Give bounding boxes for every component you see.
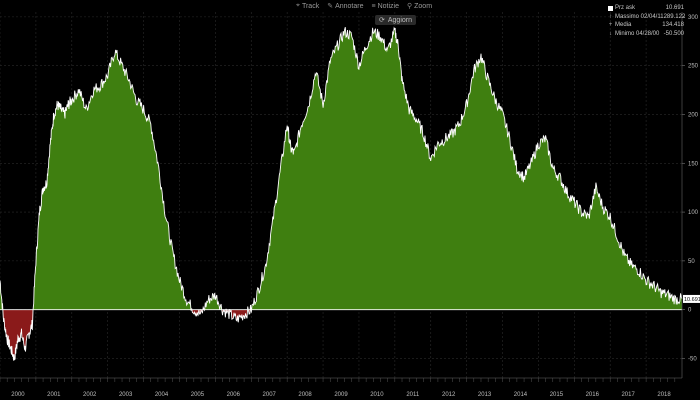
legend-box: Prz ask 10.691 ↑ Massimo 02/04/11 289.122… [608, 4, 686, 38]
x-tick-label: 2017 [621, 392, 635, 398]
x-tick-label: 2009 [334, 392, 348, 398]
x-tick-label: 2007 [263, 392, 277, 398]
x-tick-label: 2006 [227, 392, 241, 398]
y-tick-label: 150 [688, 161, 699, 167]
y-tick-label: 300 [688, 15, 699, 21]
x-tick-label: 2015 [550, 392, 564, 398]
x-tick-label: 2014 [514, 392, 528, 398]
up-arrow-icon: ↑ [609, 13, 612, 20]
last-value-label: 10.691 [684, 297, 700, 303]
down-arrow-icon: ↓ [609, 30, 612, 37]
x-axis: 2000 2001 2002 2003 2004 2005 2006 2007 2008 2009… [0, 377, 682, 398]
x-tick-label: 2016 [586, 392, 600, 398]
x-tick-label: 2005 [191, 392, 205, 398]
plus-icon: + [608, 22, 613, 28]
x-tick-label: 2013 [478, 392, 492, 398]
x-tick-label: 2000 [11, 392, 25, 398]
pencil-icon: ✎ [327, 3, 334, 10]
price-line [0, 26, 683, 361]
area-series [0, 26, 683, 361]
crosshair-icon: ⌖ [296, 2, 300, 9]
y-tick-label: 0 [688, 308, 692, 314]
x-tick-label: 2001 [47, 392, 61, 398]
update-button[interactable]: ⟳ Aggiorn [375, 15, 417, 25]
y-tick-label: 200 [688, 112, 699, 118]
positive-area [0, 27, 682, 310]
chart-toolbar: ⌖ Track ✎ Annotare ≡ Notizie ⚲ Zoom [296, 2, 432, 10]
y-tick-label: -50 [688, 356, 697, 362]
last-value-marker: 10.691 [683, 294, 700, 303]
legend-row-min: ↓ Minimo 04/28/00 -50.500 [609, 30, 684, 37]
news-icon: ≡ [371, 2, 376, 10]
y-tick-label: 50 [688, 259, 695, 265]
y-axis: -50 0 50 100 150 200 250 300 [681, 12, 699, 378]
news-button[interactable]: ≡ Notizie [371, 2, 400, 10]
legend-row-ask: Prz ask 10.691 [608, 4, 684, 13]
x-tick-label: 2011 [406, 392, 420, 398]
y-tick-label: 250 [688, 64, 699, 70]
x-tick-label: 2018 [657, 392, 671, 398]
annotate-button[interactable]: ✎ Annotare [327, 2, 364, 11]
x-tick-label: 2004 [155, 392, 169, 398]
white-swatch-icon [608, 5, 613, 11]
x-tick-label: 2003 [119, 392, 133, 398]
last-value-badge [683, 294, 700, 303]
y-tick-label: 100 [688, 210, 699, 216]
x-tick-label: 2012 [442, 392, 456, 398]
zoom-button[interactable]: ⚲ Zoom [407, 2, 433, 11]
track-button[interactable]: ⌖ Track [296, 2, 320, 10]
legend-row-max: ↑ Massimo 02/04/11 289.122 [609, 13, 686, 20]
update-icon: ⟳ [379, 17, 385, 24]
legend-row-mean: + Media 134.418 [608, 22, 684, 28]
x-tick-label: 2010 [370, 392, 384, 398]
x-tick-label: 2008 [298, 392, 312, 398]
x-tick-label: 2002 [83, 392, 97, 398]
magnifier-icon: ⚲ [407, 3, 413, 10]
